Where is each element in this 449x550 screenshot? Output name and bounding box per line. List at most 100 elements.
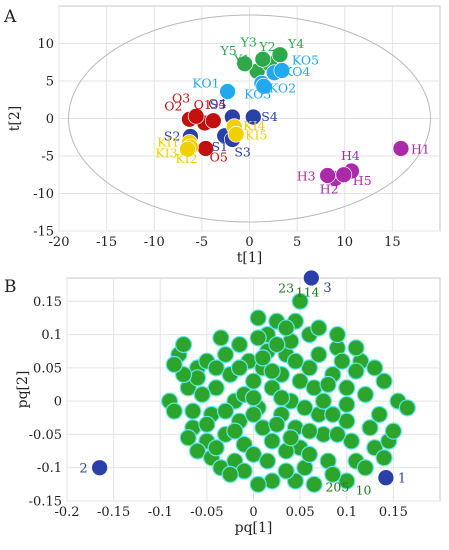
panel-b-label: B	[4, 277, 17, 297]
x-tick-label: 0.1	[336, 505, 357, 520]
variable-point	[338, 395, 356, 414]
x-tick-label: -20	[49, 235, 70, 250]
variable-point	[230, 359, 249, 377]
panel-a-label: A	[3, 7, 17, 27]
x-axis-label: t[1]	[237, 250, 262, 266]
hotelling-ellipse	[68, 14, 431, 223]
score-point-ki3	[179, 140, 196, 158]
variable-point	[305, 475, 323, 493]
variable-point	[324, 465, 342, 483]
x-tick-label: -0.05	[190, 505, 223, 520]
score-point-o4	[204, 112, 222, 130]
variable-point	[347, 339, 365, 357]
y-tick-label: 5	[46, 75, 54, 90]
variable-point	[333, 352, 351, 370]
point-label-s4: S4	[261, 109, 278, 124]
score-point-h1	[392, 140, 410, 157]
variable-point	[216, 345, 235, 364]
point-label-s5: S5	[210, 97, 227, 112]
x-tick-label: 15	[384, 235, 401, 250]
x-tick-label: -0.1	[148, 505, 173, 520]
y-tick-label: 0	[46, 112, 54, 127]
x-tick-label: -15	[96, 235, 117, 250]
point-label-o4: O4	[208, 96, 226, 111]
y-tick-label: -15	[33, 225, 54, 240]
variable-point	[268, 415, 286, 434]
score-point-s4	[244, 108, 262, 126]
highlight-label-2: 2	[79, 462, 87, 477]
highlight-point-2	[91, 459, 108, 477]
y-tick-label: -5	[41, 150, 54, 165]
point-label-h1: H1	[411, 142, 430, 157]
point-label-s1: S1	[211, 139, 228, 154]
variable-point	[244, 405, 263, 424]
variable-point	[188, 369, 207, 387]
point-label-o1: O1	[194, 97, 212, 112]
variable-point	[263, 472, 281, 490]
point-label-ko4: KO4	[283, 64, 310, 79]
point-label-ko3: KO3	[244, 86, 271, 101]
y-tick-label: 10	[37, 37, 54, 52]
point-label-h2: H2	[320, 182, 339, 197]
variable-point	[370, 405, 388, 424]
variable-point	[300, 359, 319, 377]
score-point-ko1	[219, 83, 236, 100]
variable-point	[296, 399, 314, 417]
point-label-o5: O5	[210, 150, 228, 165]
score-point-o3	[187, 107, 205, 125]
score-point-h5	[335, 166, 353, 184]
point-label-y1: Y1	[233, 51, 250, 66]
score-point-ko3	[255, 77, 273, 95]
variable-point	[184, 402, 202, 420]
variable-point	[338, 412, 356, 430]
variable-point	[361, 419, 379, 437]
variable-point	[282, 429, 300, 447]
point-label-h3: H3	[297, 169, 316, 184]
variable-point	[221, 465, 239, 483]
variable-point	[291, 292, 309, 310]
variable-point	[263, 432, 281, 450]
point-label-ki5: KI5	[245, 127, 267, 142]
panel-a-scatter: -20 -15 -10 -5 0 5 10 15-15-10-50510t[1]t[2]Y1Y…	[7, 5, 441, 266]
variable-point	[272, 389, 291, 407]
variable-label-114: 114	[296, 285, 320, 300]
variable-point	[291, 372, 309, 390]
highlight-label-1: 1	[398, 472, 406, 487]
variable-label-10: 10	[356, 482, 372, 497]
point-label-y3: Y3	[240, 34, 257, 49]
variable-point	[193, 385, 211, 404]
y-axis-label: t[2]	[7, 106, 23, 131]
variable-point	[268, 335, 286, 354]
variable-point	[207, 359, 225, 377]
variable-point	[198, 415, 216, 434]
point-label-ki4: KI4	[243, 118, 265, 133]
highlight-label-3: 3	[323, 281, 331, 296]
point-label-ki3: KI3	[155, 145, 177, 160]
variable-point	[254, 349, 272, 367]
panel-b-loading-plot: -0.2 -0.15 -0.1 -0.05 0 0.05 0.1 0.15-0.15-0.1-…	[15, 269, 441, 536]
variable-point	[207, 379, 225, 397]
variable-point	[249, 475, 267, 493]
point-label-s3: S3	[234, 145, 251, 160]
x-tick-label: -5	[196, 235, 209, 250]
point-label-h5: H5	[353, 173, 372, 188]
point-label-ki2: KI2	[175, 151, 197, 166]
variable-point	[342, 432, 361, 450]
x-tick-label: -0.2	[54, 505, 79, 520]
variable-point	[165, 402, 183, 420]
variable-point	[328, 325, 347, 344]
x-tick-label: -10	[144, 235, 165, 250]
point-label-ko1: KO1	[192, 76, 219, 91]
variable-label-205: 205	[325, 480, 349, 495]
variable-point	[277, 319, 295, 337]
variable-point	[286, 352, 305, 370]
variable-point	[375, 449, 393, 467]
y-tick-label: 0.15	[33, 295, 62, 310]
point-label-y5: Y5	[220, 43, 237, 58]
variable-label-23: 23	[278, 281, 294, 296]
point-label-h4: H4	[341, 148, 360, 163]
variable-point	[310, 319, 328, 337]
variable-point	[338, 472, 356, 490]
x-tick-label: 10	[336, 235, 353, 250]
